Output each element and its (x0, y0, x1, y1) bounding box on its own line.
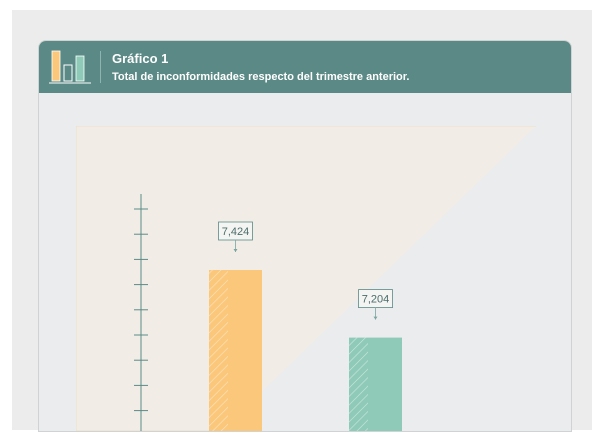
chart-title: Gráfico 1 (112, 51, 169, 66)
data-label: 7,204 (362, 294, 390, 306)
chart-card: Gráfico 1 Total de inconformidades respe… (38, 40, 572, 432)
chart-subtitle: Total de inconformidades respecto del tr… (112, 71, 410, 83)
data-label-box (358, 289, 393, 308)
card-header: Gráfico 1 Total de inconformidades respe… (39, 41, 571, 93)
bar-chart-icon (49, 50, 91, 84)
data-label-arrow (233, 249, 238, 252)
bar-hatch (209, 270, 228, 431)
header-divider (100, 51, 101, 83)
bar-chart: 7,424 7,204 (76, 126, 536, 431)
data-label: 7,424 (222, 226, 250, 238)
chart-background-diagonal (221, 126, 536, 431)
data-label-arrow (373, 316, 378, 320)
bar-hatch (349, 337, 368, 431)
